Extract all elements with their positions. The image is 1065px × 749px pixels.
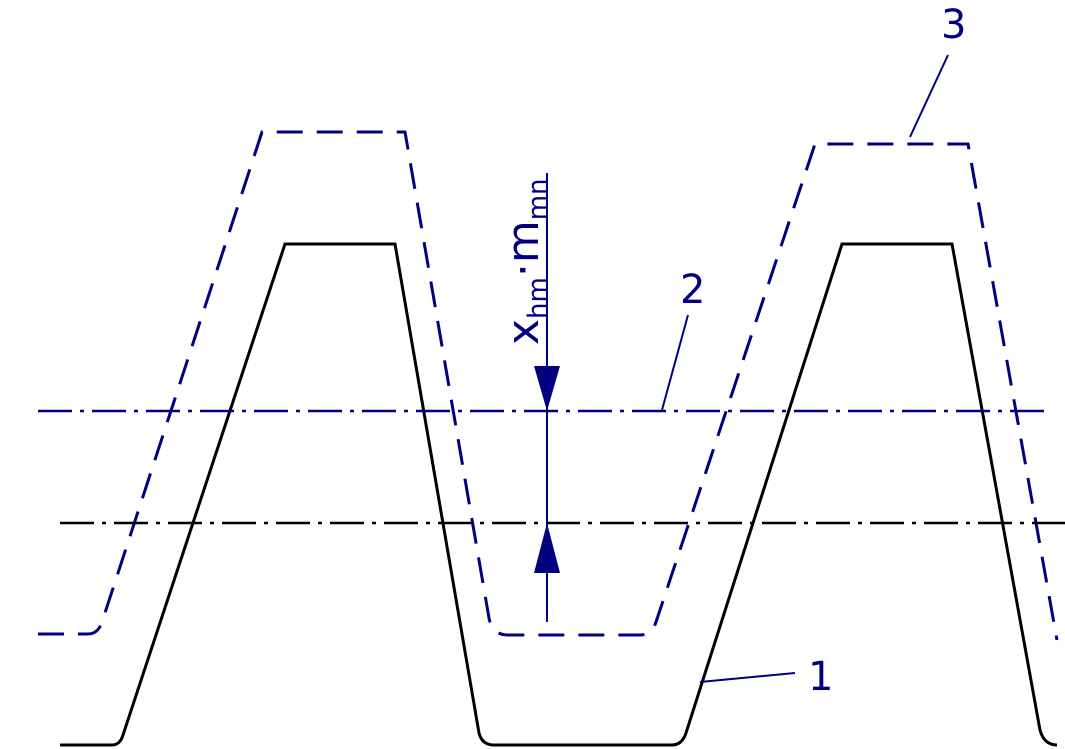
leader-2: [661, 314, 689, 411]
shifted-profile-3: [38, 130, 1059, 641]
arrow-up-icon: [534, 523, 560, 573]
leader-3: [909, 54, 949, 138]
dimension-label: xhm·mmn: [498, 178, 553, 345]
arrow-down-icon: [534, 366, 560, 411]
base-profile-1: [60, 242, 1058, 747]
label-2: 2: [680, 267, 705, 313]
label-3: 3: [941, 2, 966, 48]
leader-1: [699, 672, 796, 683]
label-1: 1: [808, 654, 833, 700]
